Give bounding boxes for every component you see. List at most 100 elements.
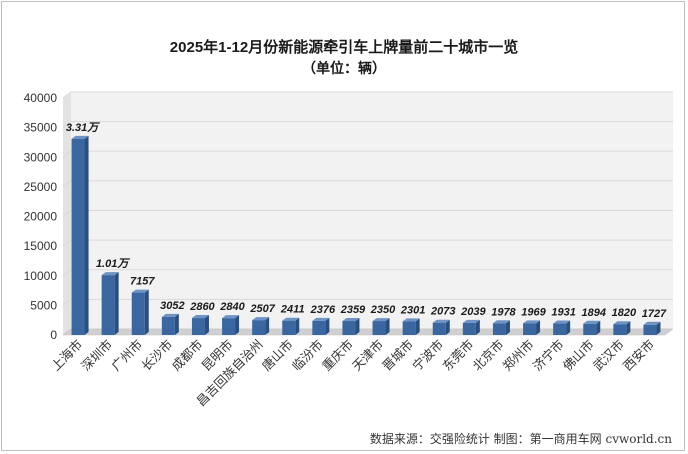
bar-side — [325, 317, 330, 335]
bar — [252, 317, 270, 335]
bar — [101, 272, 119, 335]
bar-top — [191, 315, 209, 319]
bar — [523, 320, 541, 335]
x-tick-label: 成都市 — [168, 337, 205, 374]
bar-front — [282, 320, 296, 335]
x-tick-label: 晋城市 — [379, 337, 416, 374]
bar-side — [114, 272, 119, 335]
bar-front — [101, 275, 115, 335]
bar — [131, 289, 149, 335]
bar-top — [282, 317, 300, 321]
x-tick-label: 临汾市 — [289, 337, 326, 374]
y-tick-label: 10000 — [24, 269, 58, 283]
bar-top — [432, 319, 450, 323]
bar-side — [235, 315, 240, 335]
data-label: 1894 — [582, 307, 606, 319]
bar-side — [295, 317, 300, 335]
chart-floor — [62, 328, 674, 336]
x-tick-label: 广州市 — [108, 337, 145, 374]
bar — [643, 321, 661, 335]
bar-top — [71, 135, 89, 139]
bar-side — [536, 320, 541, 335]
gridline — [62, 180, 673, 188]
x-tick-label: 重庆市 — [319, 337, 356, 374]
chart-back-wall — [63, 92, 673, 335]
bar-front — [71, 138, 85, 335]
bar-top — [553, 320, 571, 324]
x-tick-label: 长沙市 — [138, 337, 175, 374]
x-tick-label: 西安市 — [620, 337, 657, 374]
y-tick-label: 15000 — [24, 239, 58, 253]
bar — [613, 321, 631, 335]
bar-front — [342, 321, 356, 335]
bar-side — [445, 319, 450, 335]
y-tick-label: 5000 — [30, 298, 57, 312]
x-tick-label: 唐山市 — [259, 337, 296, 374]
bar — [342, 318, 360, 335]
x-tick-label: 济宁市 — [530, 337, 567, 374]
bar-front — [462, 322, 476, 335]
bar — [282, 317, 300, 335]
bar-side — [626, 321, 631, 335]
bar-front — [252, 320, 266, 335]
bar-front — [372, 321, 386, 335]
x-tick-label: 上海市 — [48, 337, 85, 374]
data-label: 2507 — [249, 303, 275, 315]
x-tick-label: 武汉市 — [590, 337, 627, 374]
data-label: 3.31万 — [66, 122, 100, 134]
data-label: 2359 — [340, 304, 366, 316]
chart-title: 2025年1-12月份新能源牵引车上牌量前二十城市一览 — [169, 39, 519, 56]
bar-top — [161, 313, 179, 317]
y-tick-label: 35000 — [24, 121, 58, 135]
bar-side — [84, 135, 89, 335]
bar-side — [475, 319, 480, 335]
bar-front — [613, 324, 627, 335]
bar-side — [174, 313, 179, 335]
bar-top — [402, 318, 420, 322]
bar — [583, 320, 601, 335]
x-tick-label: 深圳市 — [78, 337, 115, 374]
bar — [161, 313, 179, 335]
y-tick-label: 25000 — [24, 180, 58, 194]
bar-side — [566, 320, 571, 335]
bar-top — [252, 317, 270, 321]
bar-front — [161, 316, 175, 335]
data-label: 2039 — [460, 306, 486, 318]
bar — [372, 318, 390, 335]
bar-top — [523, 320, 541, 324]
x-tick-label: 宁波市 — [409, 337, 446, 374]
data-label: 1969 — [521, 306, 546, 318]
y-tick-label: 20000 — [24, 210, 58, 224]
bar-front — [191, 318, 205, 335]
data-label: 2350 — [370, 304, 396, 316]
bar-front — [432, 322, 446, 335]
bar-top — [372, 318, 390, 322]
y-tick-label: 30000 — [24, 150, 58, 164]
bar-top — [643, 321, 661, 325]
data-label: 2073 — [430, 306, 455, 318]
x-tick-label: 佛山市 — [560, 337, 597, 374]
y-tick-label: 0 — [50, 328, 57, 342]
bar-front — [402, 321, 416, 335]
data-label: 1820 — [612, 307, 637, 319]
bar-top — [222, 315, 240, 319]
bar-front — [312, 320, 326, 335]
data-label: 1.01万 — [96, 258, 130, 270]
bar-top — [462, 319, 480, 323]
data-source-note: 数据来源：交强险统计 制图：第一商用车网 cvworld.cn — [369, 432, 672, 446]
bar-front — [492, 323, 506, 335]
bar-top — [613, 321, 631, 325]
data-label: 1978 — [491, 306, 516, 318]
x-tick-label: 东莞市 — [439, 337, 476, 374]
gridline — [62, 239, 673, 247]
bar-side — [505, 320, 510, 335]
bar — [191, 315, 209, 335]
data-label: 3052 — [160, 300, 184, 312]
chart-subtitle: （单位：辆） — [302, 60, 386, 76]
bar-side — [656, 321, 661, 335]
x-tick-label: 北京市 — [469, 337, 506, 374]
bar-top — [342, 318, 360, 322]
bar-side — [596, 320, 601, 335]
bar-side — [204, 315, 209, 335]
